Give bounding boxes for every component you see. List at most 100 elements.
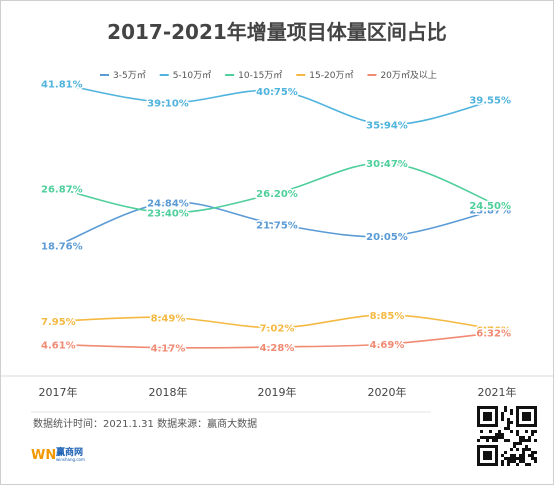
qr-module bbox=[507, 457, 510, 460]
qr-module bbox=[525, 445, 528, 448]
qr-module bbox=[519, 457, 522, 460]
qr-module bbox=[477, 439, 480, 442]
qr-module bbox=[531, 430, 534, 433]
data-label: 4.28% bbox=[260, 343, 295, 354]
qr-code-image bbox=[475, 404, 539, 468]
qr-module bbox=[516, 448, 519, 451]
qr-module bbox=[501, 418, 504, 421]
brand-logo-mark: WN bbox=[31, 448, 56, 463]
data-label: 6.32% bbox=[476, 329, 511, 340]
legend-label-1: 3-5万㎡ bbox=[113, 70, 146, 81]
series-line-4 bbox=[57, 314, 498, 331]
data-label: 23.87% bbox=[469, 205, 511, 216]
qr-module bbox=[510, 454, 513, 457]
series-line-3 bbox=[57, 162, 498, 214]
data-label: 35.94% bbox=[366, 121, 408, 132]
qr-module bbox=[504, 457, 507, 460]
data-label: 26.87% bbox=[41, 184, 83, 195]
data-label: 40.75% bbox=[256, 87, 298, 98]
qr-module bbox=[534, 457, 537, 460]
series-layer bbox=[57, 82, 498, 349]
legend-label-3: 10-15万㎡ bbox=[238, 70, 282, 81]
qr-module bbox=[525, 448, 528, 451]
qr-module bbox=[492, 436, 495, 439]
qr-module bbox=[501, 436, 504, 439]
data-label-layer: 18.76% 24.84% 21.75% 20.05% 23.87% 41.81% 39.1… bbox=[40, 78, 513, 356]
qr-module bbox=[531, 451, 534, 454]
qr-module bbox=[522, 451, 525, 454]
qr-module bbox=[516, 433, 519, 436]
qr-module bbox=[522, 448, 525, 451]
data-label: 20.05% bbox=[366, 232, 408, 243]
qr-module bbox=[510, 409, 513, 412]
qr-module bbox=[501, 463, 504, 466]
qr-module bbox=[507, 424, 510, 427]
qr-module bbox=[510, 421, 513, 424]
series-line-2 bbox=[57, 82, 498, 126]
qr-module bbox=[480, 436, 483, 439]
qr-module bbox=[507, 421, 510, 424]
qr-module bbox=[519, 442, 522, 445]
qr-module bbox=[534, 439, 537, 442]
data-label: 6.76% bbox=[476, 326, 511, 337]
qr-module bbox=[510, 448, 513, 451]
x-tick-label: 2018年 bbox=[149, 385, 188, 399]
qr-module bbox=[531, 454, 534, 457]
qr-module bbox=[522, 460, 525, 463]
qr-module bbox=[507, 427, 510, 430]
qr-module bbox=[507, 439, 510, 442]
qr-module bbox=[486, 436, 489, 439]
data-label: 4.17% bbox=[151, 344, 186, 355]
qr-module bbox=[501, 415, 504, 418]
qr-module bbox=[534, 430, 537, 433]
data-label: 8.49% bbox=[151, 313, 186, 324]
qr-module bbox=[495, 433, 498, 436]
qr-module bbox=[510, 430, 513, 433]
qr-module bbox=[495, 436, 498, 439]
data-label: 39.55% bbox=[469, 95, 511, 106]
qr-module bbox=[501, 412, 504, 415]
qr-module bbox=[504, 439, 507, 442]
qr-module bbox=[501, 454, 504, 457]
data-label: 7.02% bbox=[260, 324, 295, 335]
qr-module bbox=[516, 463, 519, 466]
qr-module bbox=[504, 427, 507, 430]
qr-module bbox=[513, 445, 516, 448]
qr-module bbox=[483, 436, 486, 439]
qr-module bbox=[528, 448, 531, 451]
qr-module bbox=[498, 430, 501, 433]
qr-module bbox=[519, 439, 522, 442]
qr-module bbox=[522, 457, 525, 460]
qr-module bbox=[534, 460, 537, 463]
x-tick-layer: 2017年 2018年 2019年 2020年 2021年 bbox=[39, 385, 517, 399]
qr-module bbox=[507, 463, 510, 466]
qr-module bbox=[513, 442, 516, 445]
data-label: 30.47% bbox=[366, 159, 408, 170]
legend: 3-5万㎡ 5-10万㎡ 10-15万㎡ 15-20万㎡ 20万㎡及以上 bbox=[100, 70, 437, 81]
qr-module bbox=[522, 436, 525, 439]
data-label: 24.50% bbox=[469, 201, 511, 212]
qr-module bbox=[504, 409, 507, 412]
brand-domain: winshang.com bbox=[56, 457, 85, 462]
qr-module bbox=[531, 457, 534, 460]
qr-module bbox=[516, 430, 519, 433]
qr-module bbox=[498, 433, 501, 436]
qr-module bbox=[528, 454, 531, 457]
legend-label-2: 5-10万㎡ bbox=[173, 70, 211, 81]
qr-module bbox=[486, 439, 489, 442]
qr-module bbox=[534, 451, 537, 454]
qr-module bbox=[510, 412, 513, 415]
qr-module bbox=[531, 433, 534, 436]
qr-module bbox=[480, 430, 483, 433]
qr-module bbox=[489, 430, 492, 433]
series-line-1 bbox=[57, 201, 498, 247]
qr-module bbox=[525, 430, 528, 433]
qr-module bbox=[519, 436, 522, 439]
x-tick-label: 2020年 bbox=[368, 385, 407, 399]
data-label: 4.69% bbox=[370, 340, 405, 351]
qr-module bbox=[492, 439, 495, 442]
qr-module bbox=[504, 451, 507, 454]
data-label: 4.61% bbox=[41, 341, 76, 352]
